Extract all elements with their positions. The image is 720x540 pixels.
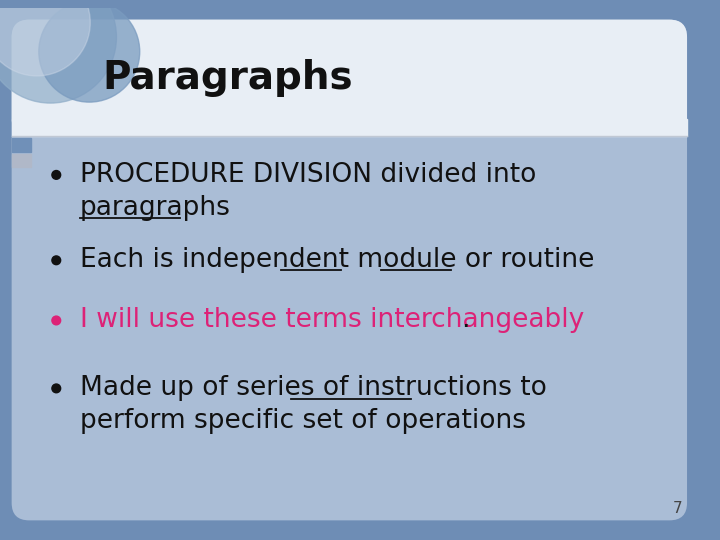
Circle shape [52, 316, 60, 325]
FancyBboxPatch shape [12, 19, 687, 136]
Text: perform specific set of operations: perform specific set of operations [80, 408, 526, 434]
Text: paragraphs: paragraphs [80, 195, 230, 221]
Circle shape [52, 171, 60, 179]
Circle shape [0, 0, 90, 76]
Bar [12, 119, 687, 136]
Circle shape [52, 256, 60, 265]
Text: I will use these terms interchangeably: I will use these terms interchangeably [80, 307, 584, 334]
Text: .: . [462, 307, 470, 334]
Circle shape [0, 0, 117, 103]
Text: Each is independent module or routine: Each is independent module or routine [80, 247, 594, 273]
Bar [12, 153, 31, 167]
Text: 7: 7 [672, 501, 682, 516]
FancyBboxPatch shape [12, 19, 687, 521]
Text: Paragraphs: Paragraphs [102, 59, 353, 97]
Bar [12, 138, 31, 152]
Text: Made up of series of instructions to: Made up of series of instructions to [80, 375, 546, 401]
Circle shape [39, 1, 140, 102]
Text: PROCEDURE DIVISION divided into: PROCEDURE DIVISION divided into [80, 162, 536, 188]
Circle shape [52, 384, 60, 393]
